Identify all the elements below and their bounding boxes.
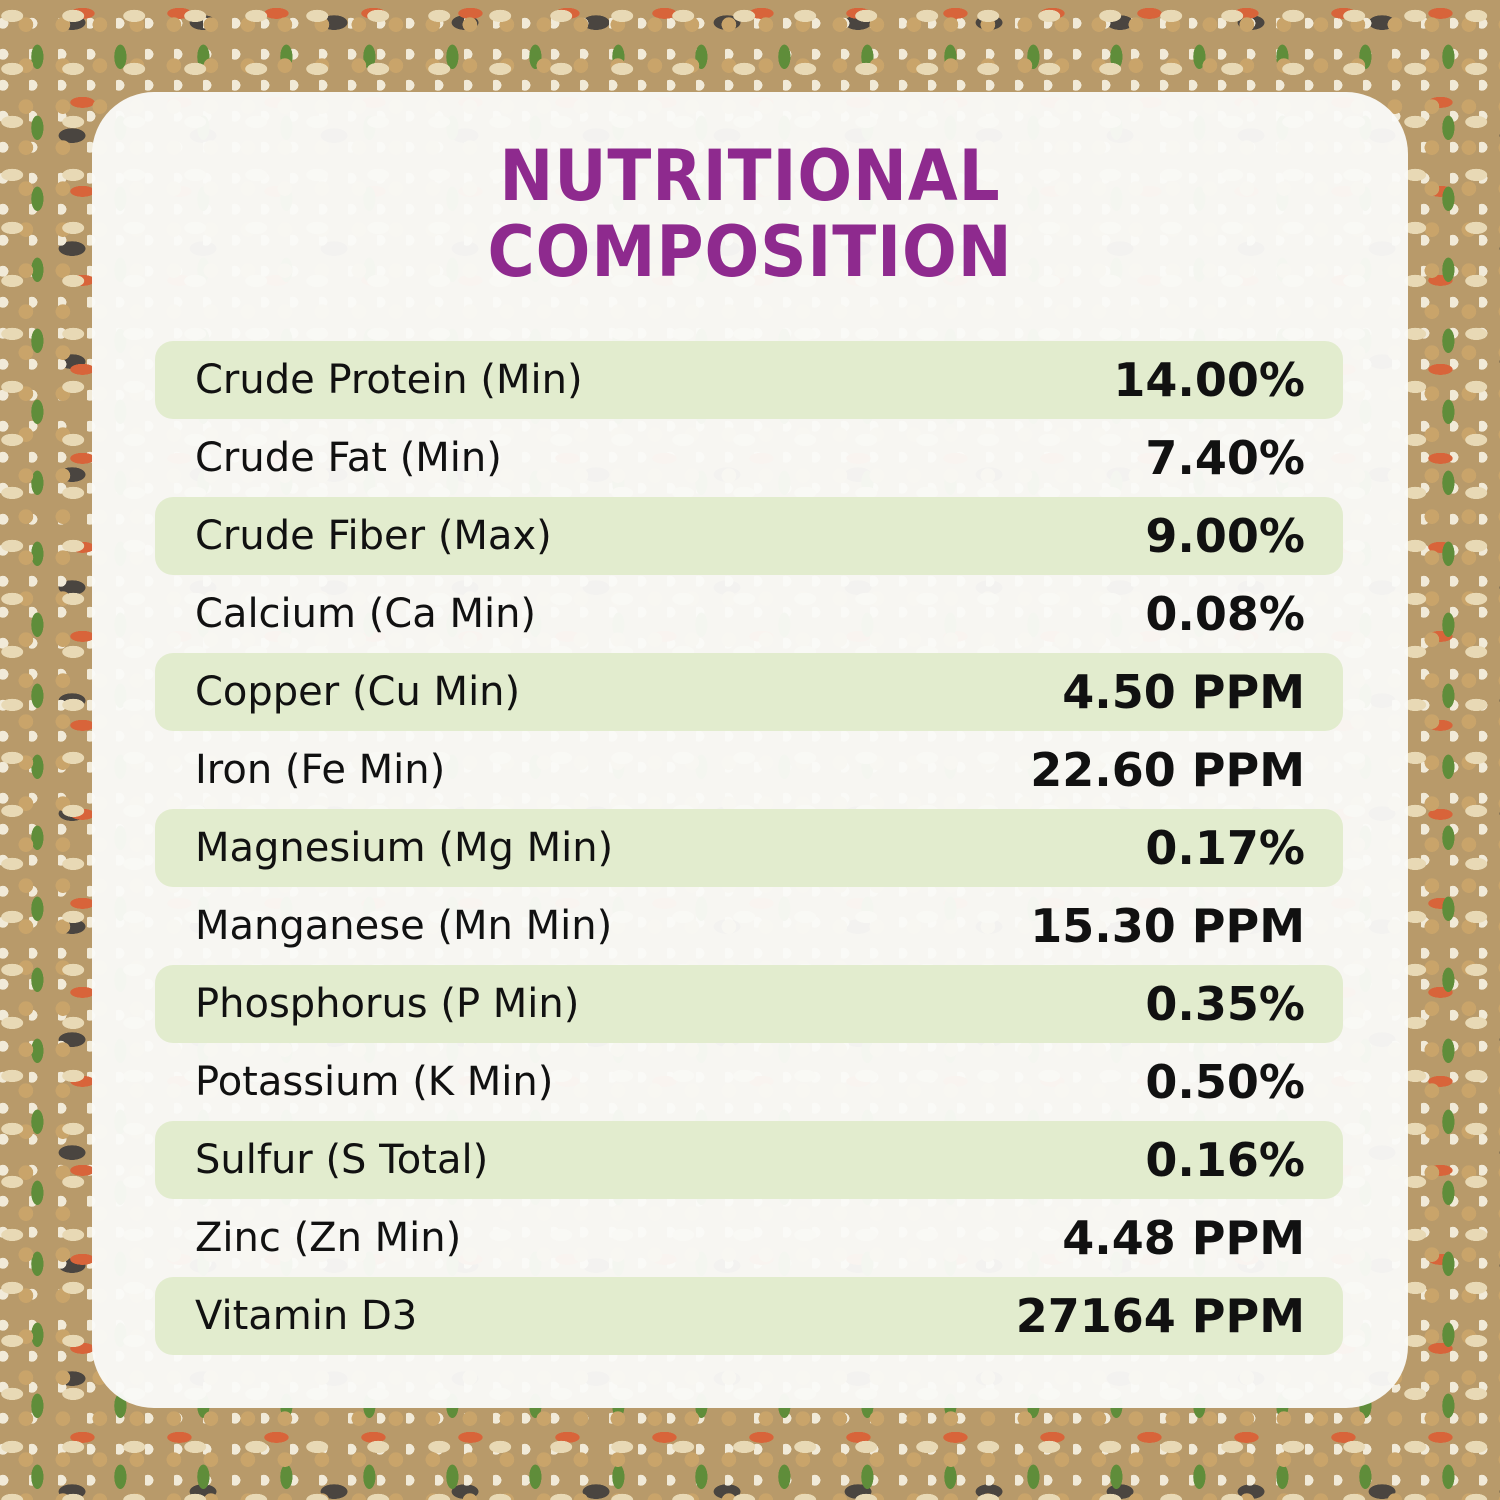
nutrient-value: 4.50 PPM xyxy=(1062,665,1305,719)
nutrient-value: 0.08% xyxy=(1145,587,1305,641)
nutrient-label: Phosphorus (P Min) xyxy=(195,981,580,1027)
nutrient-label: Crude Fiber (Max) xyxy=(195,513,552,559)
nutrient-value: 22.60 PPM xyxy=(1030,743,1305,797)
table-row: Calcium (Ca Min) 0.08% xyxy=(155,575,1343,653)
table-row: Phosphorus (P Min) 0.35% xyxy=(155,965,1343,1043)
nutrient-label: Potassium (K Min) xyxy=(195,1059,554,1105)
table-row: Manganese (Mn Min) 15.30 PPM xyxy=(155,887,1343,965)
title-line-2: COMPOSITION xyxy=(487,211,1013,293)
nutrient-label: Magnesium (Mg Min) xyxy=(195,825,614,871)
nutrient-value: 4.48 PPM xyxy=(1062,1211,1305,1265)
table-row: Sulfur (S Total) 0.16% xyxy=(155,1121,1343,1199)
nutrient-label: Manganese (Mn Min) xyxy=(195,903,613,949)
nutrient-label: Crude Protein (Min) xyxy=(195,357,583,403)
nutrient-value: 15.30 PPM xyxy=(1030,899,1305,953)
table-row: Iron (Fe Min) 22.60 PPM xyxy=(155,731,1343,809)
title-line-1: NUTRITIONAL xyxy=(499,135,1001,217)
nutrient-value: 0.35% xyxy=(1145,977,1305,1031)
nutrient-value: 7.40% xyxy=(1145,431,1305,485)
table-row: Crude Protein (Min) 14.00% xyxy=(155,341,1343,419)
nutrient-label: Copper (Cu Min) xyxy=(195,669,521,715)
nutrient-value: 0.17% xyxy=(1145,821,1305,875)
nutrient-value: 9.00% xyxy=(1145,509,1305,563)
nutrient-value: 14.00% xyxy=(1113,353,1305,407)
table-row: Vitamin D3 27164 PPM xyxy=(155,1277,1343,1355)
nutrition-table: Crude Protein (Min) 14.00% Crude Fat (Min)… xyxy=(155,341,1343,1355)
nutrient-label: Sulfur (S Total) xyxy=(195,1137,489,1183)
table-row: Crude Fat (Min) 7.40% xyxy=(155,419,1343,497)
nutrient-value: 0.16% xyxy=(1145,1133,1305,1187)
table-row: Magnesium (Mg Min) 0.17% xyxy=(155,809,1343,887)
nutrient-label: Crude Fat (Min) xyxy=(195,435,502,481)
nutrient-label: Calcium (Ca Min) xyxy=(195,591,537,637)
table-row: Copper (Cu Min) 4.50 PPM xyxy=(155,653,1343,731)
nutrient-value: 27164 PPM xyxy=(1015,1289,1305,1343)
nutrient-label: Iron (Fe Min) xyxy=(195,747,446,793)
nutrient-label: Zinc (Zn Min) xyxy=(195,1215,462,1261)
table-row: Potassium (K Min) 0.50% xyxy=(155,1043,1343,1121)
table-row: Crude Fiber (Max) 9.00% xyxy=(155,497,1343,575)
table-row: Zinc (Zn Min) 4.48 PPM xyxy=(155,1199,1343,1277)
nutrient-value: 0.50% xyxy=(1145,1055,1305,1109)
nutrient-label: Vitamin D3 xyxy=(195,1293,418,1339)
page-title: NUTRITIONAL COMPOSITION xyxy=(60,138,1440,290)
